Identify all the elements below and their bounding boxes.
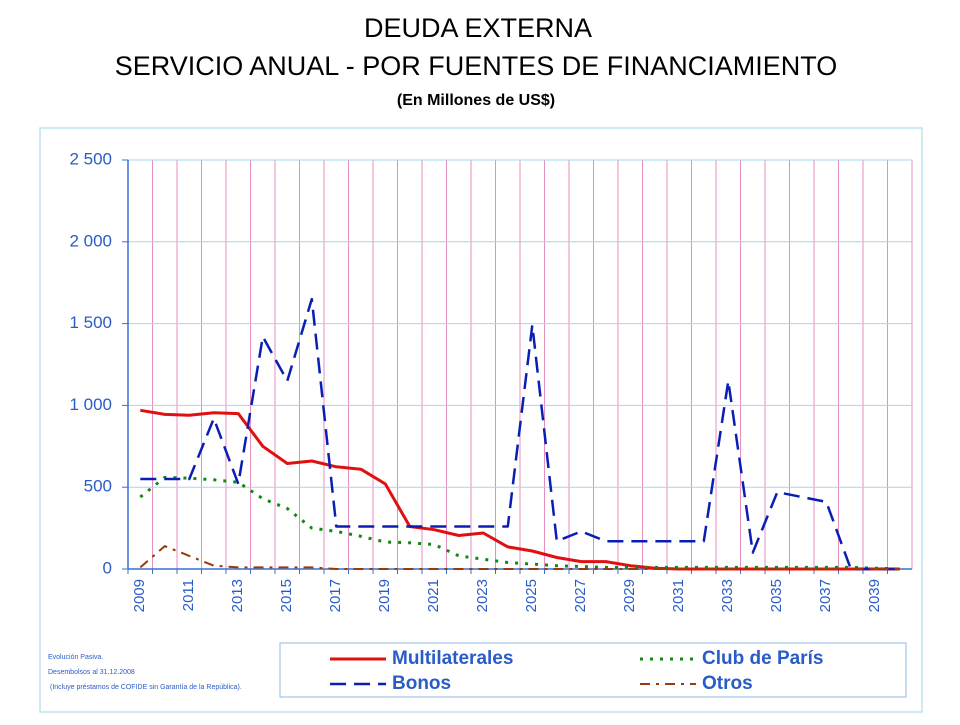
footnote: Desembolsos al 31.12.2008 — [48, 669, 135, 676]
y-tick-label: 2 000 — [69, 231, 112, 250]
x-tick-label: 2037 — [817, 579, 834, 612]
y-tick-label: 1 000 — [69, 395, 112, 414]
x-tick-label: 2011 — [180, 579, 197, 611]
x-tick-label: 2023 — [474, 579, 491, 612]
footnote: Evolución Pasiva. — [48, 654, 103, 661]
x-tick-label: 2035 — [768, 579, 785, 612]
legend-label: Club de París — [702, 648, 823, 669]
legend-label: Bonos — [392, 673, 451, 694]
y-tick-label: 2 500 — [69, 149, 112, 168]
footnote: (Incluye préstamos de COFIDE sin Garantí… — [50, 684, 242, 691]
y-tick-label: 1 500 — [69, 313, 112, 332]
x-tick-label: 2013 — [229, 579, 246, 612]
x-tick-label: 2031 — [670, 579, 687, 612]
x-tick-label: 2033 — [719, 579, 736, 612]
series-line — [139, 545, 900, 570]
chart-subtitle: SERVICIO ANUAL - POR FUENTES DE FINANCIA… — [115, 51, 838, 81]
x-tick-label: 2025 — [523, 579, 540, 612]
x-tick-label: 2029 — [621, 579, 638, 612]
x-tick-label: 2015 — [278, 579, 295, 612]
y-tick-label: 500 — [84, 477, 112, 496]
chart-title: DEUDA EXTERNA — [364, 13, 592, 43]
chart-frame — [39, 127, 923, 713]
x-tick-label: 2021 — [425, 579, 442, 612]
series-line — [140, 408, 900, 571]
legend-label: Otros — [702, 673, 753, 694]
units-label: (En Millones de US$) — [397, 92, 555, 109]
x-tick-label: 2009 — [131, 579, 148, 612]
x-tick-label: 2039 — [866, 579, 883, 612]
y-tick-label: 0 — [103, 558, 112, 577]
legend-label: Multilaterales — [392, 648, 513, 669]
series-line — [140, 297, 900, 571]
x-tick-label: 2019 — [376, 579, 393, 612]
legend-box — [279, 642, 907, 698]
x-tick-label: 2027 — [572, 579, 589, 612]
x-tick-label: 2017 — [327, 579, 344, 612]
